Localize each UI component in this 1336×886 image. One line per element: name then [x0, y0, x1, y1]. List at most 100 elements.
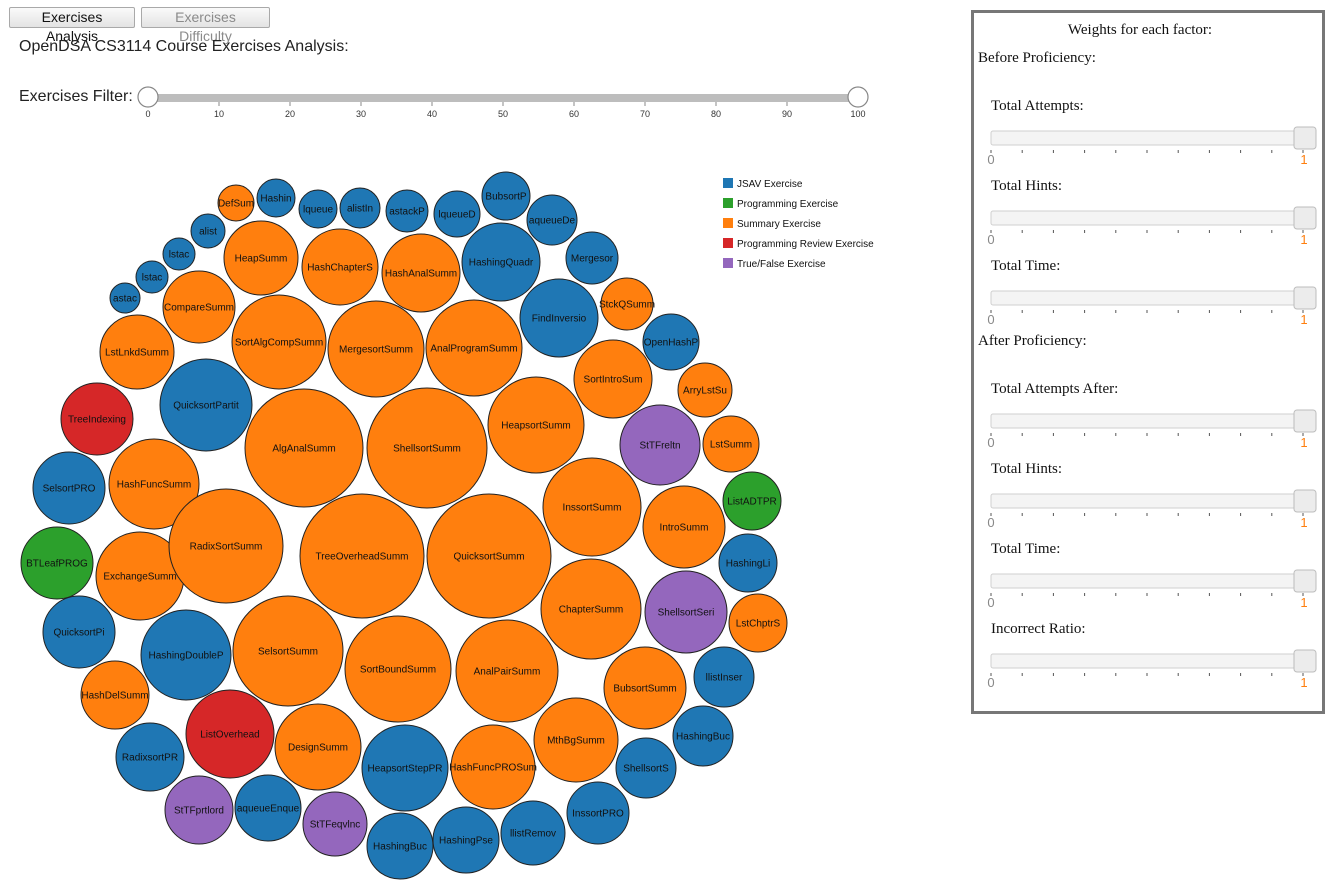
bubble-circle[interactable]: [381, 233, 461, 313]
exercise-bubble[interactable]: lqueueD: [433, 190, 481, 238]
bubble-circle[interactable]: [299, 493, 425, 619]
bubble-circle[interactable]: [600, 277, 654, 331]
bubble-circle[interactable]: [433, 190, 481, 238]
bubble-circle[interactable]: [232, 595, 344, 707]
exercise-bubble[interactable]: aqueueDe: [526, 194, 578, 246]
exercise-bubble[interactable]: alistIn: [339, 187, 381, 229]
weight-slider-handle[interactable]: [1293, 649, 1317, 673]
weight-slider[interactable]: [990, 206, 1317, 233]
exercise-bubble[interactable]: ArryLstSu: [677, 362, 733, 418]
bubble-circle[interactable]: [159, 358, 253, 452]
bubble-circle[interactable]: [80, 660, 150, 730]
exercise-bubble[interactable]: SortAlgCompSumm: [231, 294, 327, 390]
bubble-circle[interactable]: [642, 313, 700, 371]
bubble-circle[interactable]: [108, 438, 200, 530]
exercise-bubble[interactable]: lstac: [135, 260, 169, 294]
exercise-bubble[interactable]: FindInversio: [519, 278, 599, 358]
exercise-bubble[interactable]: HeapSumm: [223, 220, 299, 296]
exercise-bubble[interactable]: ShellsortSeri: [644, 570, 728, 654]
exercise-bubble[interactable]: Hashin: [256, 178, 296, 218]
exercise-bubble[interactable]: HashDelSumm: [80, 660, 150, 730]
weight-slider-handle[interactable]: [1293, 206, 1317, 230]
bubble-circle[interactable]: [234, 774, 302, 842]
weight-slider[interactable]: [990, 649, 1317, 676]
bubble-circle[interactable]: [298, 189, 338, 229]
exercise-bubble[interactable]: StTFeqvlnc: [302, 791, 368, 857]
weight-slider[interactable]: [990, 489, 1317, 516]
exercise-bubble[interactable]: SelsortPRO: [32, 451, 106, 525]
bubble-circle[interactable]: [542, 457, 642, 557]
exercise-bubble[interactable]: HashAnalSumm: [381, 233, 461, 313]
exercises-difficulty-button[interactable]: Exercises Difficulty: [141, 7, 270, 44]
bubble-circle[interactable]: [432, 806, 500, 874]
bubble-circle[interactable]: [190, 213, 226, 249]
exercise-bubble[interactable]: astackP: [385, 189, 429, 233]
bubble-circle[interactable]: [519, 278, 599, 358]
exercise-bubble[interactable]: TreeIndexing: [60, 382, 134, 456]
exercise-bubble[interactable]: StckQSumm: [599, 277, 655, 331]
bubble-circle[interactable]: [231, 294, 327, 390]
bubble-circle[interactable]: [274, 703, 362, 791]
exercise-bubble[interactable]: HashChapterS: [301, 228, 379, 306]
bubble-circle[interactable]: [140, 609, 232, 701]
weight-slider-track[interactable]: [990, 290, 1308, 306]
exercise-bubble[interactable]: AlgAnalSumm: [244, 388, 364, 508]
exercise-bubble[interactable]: ListADTPR: [722, 471, 782, 531]
exercise-bubble[interactable]: MthBgSumm: [533, 697, 619, 783]
exercise-bubble[interactable]: ShellsortS: [615, 737, 677, 799]
exercise-bubble[interactable]: ListOverhead: [185, 689, 275, 779]
exercise-bubble[interactable]: HashingQuadr: [461, 222, 541, 302]
bubble-circle[interactable]: [672, 705, 734, 767]
filter-slider-track[interactable]: [148, 94, 858, 102]
weight-slider-handle[interactable]: [1293, 126, 1317, 150]
exercise-bubble[interactable]: SortIntroSum: [573, 339, 653, 419]
exercise-bubble[interactable]: HashingBuc: [672, 705, 734, 767]
exercise-bubble[interactable]: HashingDoubleP: [140, 609, 232, 701]
bubble-circle[interactable]: [677, 362, 733, 418]
bubble-circle[interactable]: [425, 299, 523, 397]
exercise-bubble[interactable]: IntroSumm: [642, 485, 726, 569]
bubble-circle[interactable]: [426, 493, 552, 619]
exercise-bubble[interactable]: LstSumm: [702, 415, 760, 473]
bubble-circle[interactable]: [642, 485, 726, 569]
exercise-bubble[interactable]: HashingBuc: [366, 812, 434, 880]
exercises-analysis-button[interactable]: Exercises Analysis: [9, 7, 135, 44]
bubble-circle[interactable]: [256, 178, 296, 218]
exercise-bubble[interactable]: StTFprtlord: [164, 775, 234, 845]
bubble-circle[interactable]: [344, 615, 452, 723]
exercise-bubble[interactable]: HeapsortStepPR: [361, 724, 449, 812]
bubble-circle[interactable]: [32, 451, 106, 525]
bubble-circle[interactable]: [361, 724, 449, 812]
exercise-bubble[interactable]: OpenHashP: [642, 313, 700, 371]
bubble-circle[interactable]: [487, 376, 585, 474]
weight-slider[interactable]: [990, 569, 1317, 596]
bubble-circle[interactable]: [185, 689, 275, 779]
exercise-bubble[interactable]: HeapsortSumm: [487, 376, 585, 474]
exercise-bubble[interactable]: QuicksortSumm: [426, 493, 552, 619]
exercise-bubble[interactable]: RadixsortPR: [115, 722, 185, 792]
exercise-bubble[interactable]: HashFuncSumm: [108, 438, 200, 530]
exercise-bubble[interactable]: llistInser: [693, 646, 755, 708]
weight-slider-handle[interactable]: [1293, 569, 1317, 593]
bubble-circle[interactable]: [244, 388, 364, 508]
bubble-circle[interactable]: [302, 791, 368, 857]
bubble-circle[interactable]: [500, 800, 566, 866]
exercise-bubble[interactable]: StTFreltn: [619, 404, 701, 486]
exercise-bubble[interactable]: InssortPRO: [566, 781, 630, 845]
bubble-circle[interactable]: [693, 646, 755, 708]
exercise-bubble[interactable]: MergesortSumm: [327, 300, 425, 398]
exercise-bubble[interactable]: HashingLi: [718, 533, 778, 593]
exercise-bubble[interactable]: llistRemov: [500, 800, 566, 866]
weight-slider-track[interactable]: [990, 493, 1308, 509]
bubble-circle[interactable]: [109, 282, 141, 314]
exercise-bubble[interactable]: BubsortSumm: [603, 646, 687, 730]
exercise-bubble[interactable]: RadixSortSumm: [168, 488, 284, 604]
exercise-bubble[interactable]: Mergesor: [565, 231, 619, 285]
bubble-circle[interactable]: [702, 415, 760, 473]
bubble-circle[interactable]: [366, 387, 488, 509]
bubble-circle[interactable]: [461, 222, 541, 302]
bubble-circle[interactable]: [60, 382, 134, 456]
bubble-circle[interactable]: [164, 775, 234, 845]
bubble-circle[interactable]: [339, 187, 381, 229]
bubble-circle[interactable]: [540, 558, 642, 660]
